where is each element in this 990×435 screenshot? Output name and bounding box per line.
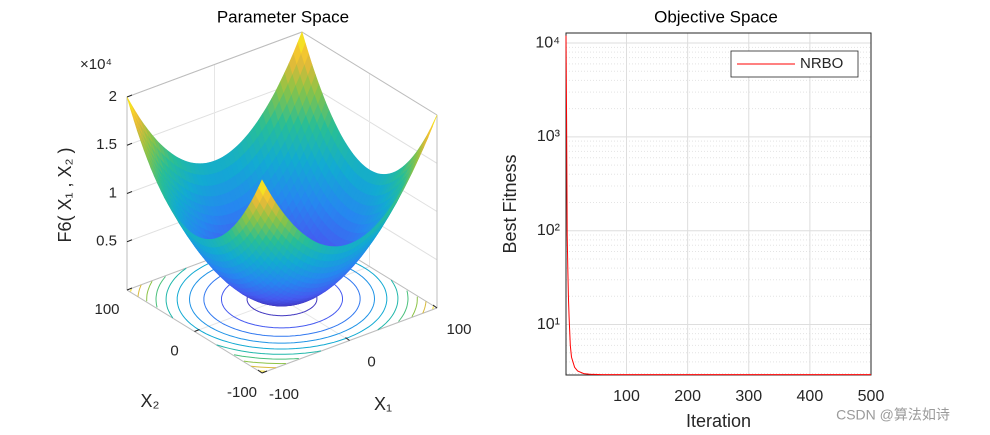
z-tick-label: 1.5 bbox=[96, 136, 117, 153]
x-tick-label: 200 bbox=[674, 388, 701, 405]
z-tick bbox=[126, 142, 133, 146]
y-tick-label: 100 bbox=[94, 301, 119, 318]
x-tick-label: 400 bbox=[797, 388, 824, 405]
contour-line bbox=[155, 276, 166, 308]
x-tick-label: 300 bbox=[735, 388, 762, 405]
x-axis-label: Iteration bbox=[686, 411, 751, 431]
y-tick-label: 10³ bbox=[537, 128, 561, 145]
z-tick-label: 1 bbox=[109, 184, 117, 201]
y-axis-label: Best Fitness bbox=[500, 154, 520, 253]
x-tick bbox=[257, 369, 263, 374]
surface-patch bbox=[126, 96, 136, 117]
chart-title: Objective Space bbox=[654, 7, 778, 26]
plot-area bbox=[566, 33, 871, 375]
watermark: CSDN @算法如诗 bbox=[836, 407, 950, 423]
contour-line bbox=[377, 279, 399, 331]
contour-line bbox=[234, 354, 299, 360]
contour-line bbox=[432, 306, 434, 310]
z-tick-label: 2 bbox=[109, 88, 117, 105]
y-axis-label: X₂ bbox=[141, 391, 160, 411]
y-tick bbox=[126, 287, 133, 291]
surface bbox=[126, 31, 438, 307]
legend-label: NRBO bbox=[800, 55, 843, 72]
x-tick bbox=[345, 337, 350, 341]
z-tick bbox=[126, 191, 133, 194]
x-tick-label: 100 bbox=[613, 388, 640, 405]
x-tick-label: 500 bbox=[858, 388, 885, 405]
chart-title: Parameter Space bbox=[217, 7, 349, 26]
contour-line bbox=[130, 288, 132, 292]
z-exponent: ×10⁴ bbox=[80, 56, 112, 73]
x-axis-label: X₁ bbox=[374, 394, 392, 414]
y-tick bbox=[261, 370, 268, 374]
y-tick-label: 10⁴ bbox=[535, 34, 560, 51]
z-tick bbox=[126, 239, 133, 243]
contour-line bbox=[165, 267, 187, 319]
surface-patch bbox=[258, 179, 267, 196]
series-line bbox=[565, 35, 871, 376]
contour-line bbox=[216, 344, 322, 355]
contour-line bbox=[398, 290, 409, 322]
axis-edge bbox=[301, 31, 438, 116]
contour-line bbox=[137, 284, 142, 297]
x-tick-label: -100 bbox=[269, 386, 299, 403]
z-axis-label: F6( X₁ , X₂ ) bbox=[55, 147, 75, 242]
y-tick-label: -100 bbox=[227, 384, 257, 401]
axis-edge bbox=[126, 31, 303, 98]
contour-line bbox=[146, 281, 153, 302]
x-tick bbox=[432, 304, 438, 309]
contour-line bbox=[251, 365, 277, 369]
z-tick bbox=[126, 94, 133, 98]
x-tick-label: 100 bbox=[446, 321, 471, 338]
contour-line bbox=[243, 360, 286, 365]
y-tick-label: 10¹ bbox=[537, 316, 560, 333]
z-tick-label: 0.5 bbox=[96, 233, 117, 250]
x-tick-label: 0 bbox=[367, 353, 375, 370]
y-tick-label: 0 bbox=[170, 342, 178, 359]
y-tick bbox=[194, 329, 200, 332]
contour-line bbox=[411, 296, 418, 317]
contour-line bbox=[422, 301, 427, 314]
y-tick-label: 10² bbox=[537, 222, 561, 239]
